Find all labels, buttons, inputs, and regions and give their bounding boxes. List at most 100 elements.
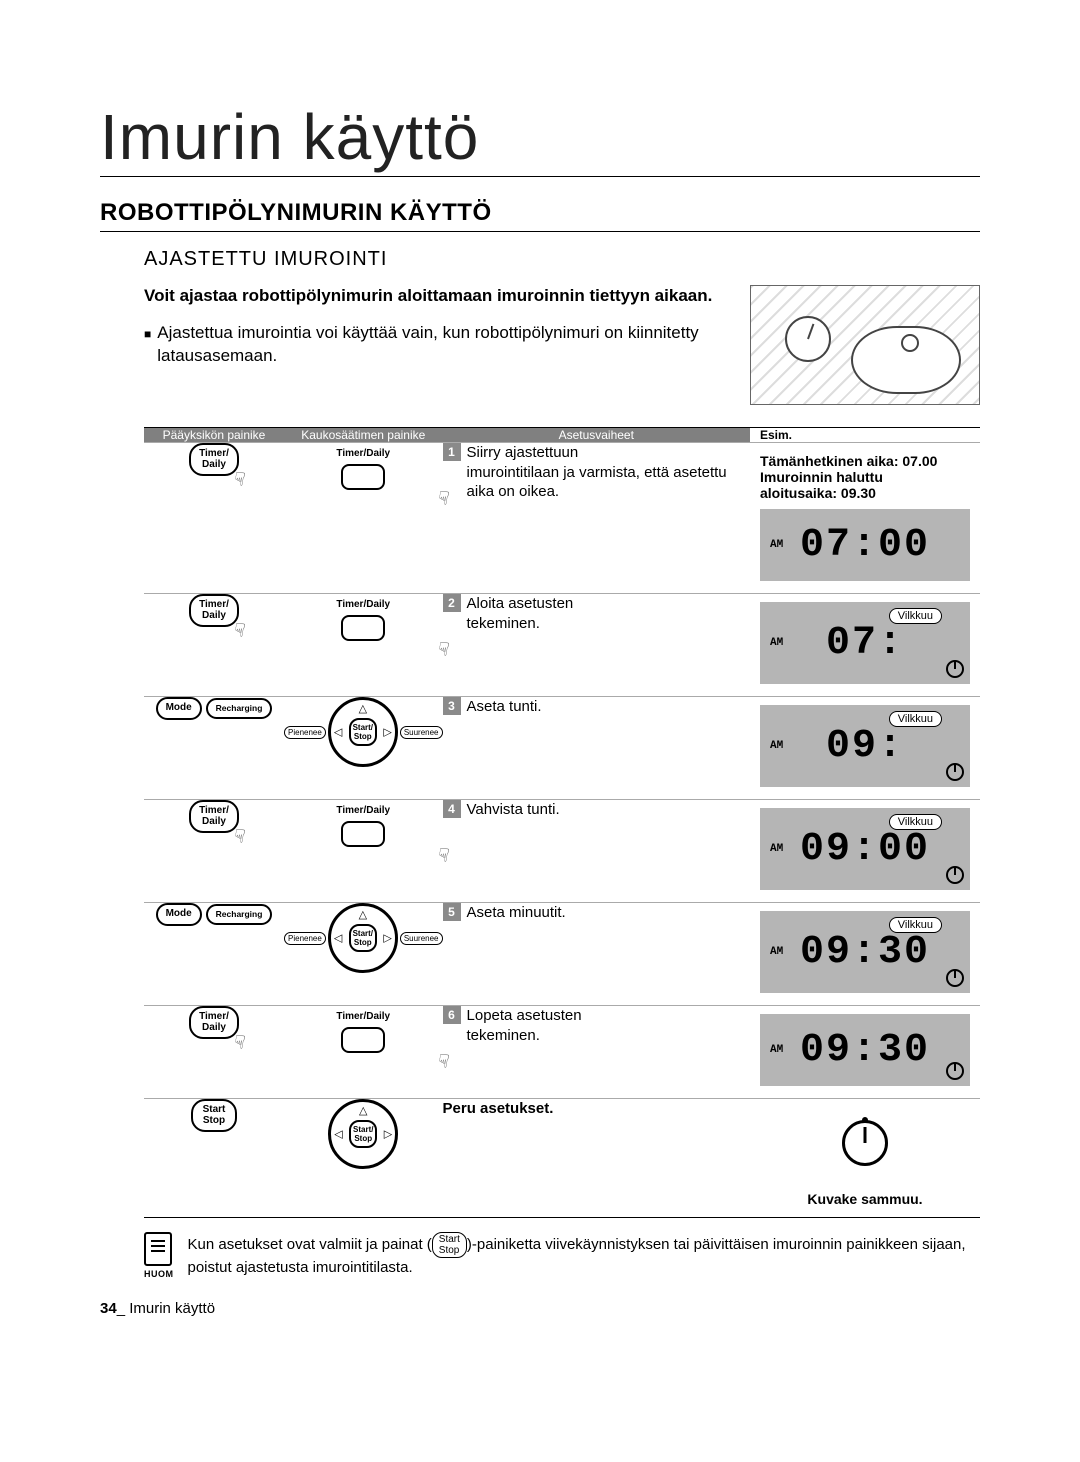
recharging-button: Recharging [206, 904, 273, 925]
remote-button-timer-daily: ☟ [284, 1027, 443, 1058]
note-text: Kun asetukset ovat valmiit ja painat (St… [188, 1232, 981, 1278]
intro-text: Voit ajastaa robottipölynimurin aloittam… [144, 285, 720, 368]
time-value: 09:30 [800, 1028, 930, 1073]
suurenee-label: Suurenee [400, 726, 443, 739]
hand-icon: ☟ [232, 825, 246, 848]
intro-row: Voit ajastaa robottipölynimurin aloittam… [144, 285, 980, 405]
main-button-timer-daily: Timer/ Daily ☟ [189, 800, 239, 833]
section-title: ROBOTTIPÖLYNIMURIN KÄYTTÖ [100, 199, 980, 232]
blink-label: Vilkkuu [889, 917, 942, 933]
button-shape [341, 615, 385, 641]
main-button-pair: Mode Recharging [144, 903, 284, 926]
lcd-display: AM 07:00 [760, 509, 970, 581]
blink-label: Vilkkuu [889, 711, 942, 727]
main-button-timer-daily: Timer/ Daily ☟ [189, 594, 239, 627]
content-block: AJASTETTU IMUROINTI Voit ajastaa robotti… [100, 248, 980, 1280]
table-row: Timer/ Daily ☟ Timer/Daily ☟ 2Aloita ase… [144, 594, 980, 697]
step-number-badge: 5 [443, 903, 461, 921]
step-line: imurointitilaan ja varmista, että asetet… [443, 463, 750, 502]
left-arrow-icon: ◁ [334, 932, 342, 945]
steps-table: Pääyksikön painike Kaukosäätimen painike… [144, 427, 980, 1218]
table-header-row: Pääyksikön painike Kaukosäätimen painike… [144, 428, 980, 443]
step-text: 3 Aseta tunti. [443, 697, 750, 717]
step-number-badge: 1 [443, 443, 461, 461]
hdr-example: Esim. [750, 428, 980, 443]
right-arrow-icon: ▷ [383, 932, 391, 945]
step-number-badge: 3 [443, 697, 461, 715]
clock-icon [842, 1120, 888, 1166]
ampm-label: AM [770, 946, 783, 958]
dpad-center-label: Start/ Stop [349, 1120, 377, 1148]
table-row: Timer/ Daily ☟ Timer/Daily ☟ 1Siirry aja… [144, 443, 980, 594]
time-value: 09:30 [800, 930, 930, 975]
table-row: Timer/ Daily ☟ Timer/Daily ☟ 4Vahvista t… [144, 800, 980, 903]
step-number-badge: 2 [443, 594, 461, 612]
step-number-badge: 6 [443, 1006, 461, 1024]
dpad-icon: △ ◁ ▷ Start/ Stop [328, 1099, 398, 1169]
step-text: 2Aloita asetusten tekeminen. [443, 594, 750, 633]
remote-label: Timer/Daily [336, 599, 390, 610]
button-shape [341, 464, 385, 490]
time-value: 07:00 [800, 523, 930, 568]
lcd-display: Vilkkuu AM 09:30 [760, 911, 970, 993]
step-line: Siirry ajastettuun [467, 443, 579, 463]
remote-label: Timer/Daily [336, 448, 390, 459]
step-line: Peru asetukset. [443, 1099, 554, 1119]
lcd-display: AM 09:30 [760, 1014, 970, 1086]
bullet-icon: ■ [144, 322, 151, 368]
dpad-center-label: Start/ Stop [349, 718, 377, 746]
main-button-timer-daily: Timer/ Daily ☟ [189, 1006, 239, 1039]
step-text: 5Aseta minuutit. [443, 903, 750, 923]
step-line: Lopeta asetusten [467, 1006, 582, 1026]
remote-button-timer-daily: ☟ [284, 821, 443, 852]
time-value: 09: [826, 724, 904, 769]
hand-icon: ☟ [232, 619, 246, 642]
clock-icon [785, 316, 831, 362]
icon-off-display [760, 1107, 970, 1179]
hero-illustration [750, 285, 980, 405]
remote-dpad-group: Pienenee △ ◁ ▷ Start/ Stop Suurenee [284, 697, 443, 767]
page-number: 34 [100, 1300, 117, 1317]
clock-icon [946, 1062, 964, 1080]
example-header: Tämänhetkinen aika: 07.00 Imuroinnin hal… [750, 443, 980, 501]
note-icon-group: HUOM [144, 1232, 174, 1280]
left-arrow-icon: ◁ [334, 1128, 342, 1141]
lcd-display: Vilkkuu AM 07: [760, 602, 970, 684]
up-arrow-icon: △ [359, 908, 367, 921]
table-row: Start Stop △ ◁ ▷ Start/ Stop Peru asetuk… [144, 1099, 980, 1218]
left-arrow-icon: ◁ [334, 726, 342, 739]
clock-icon [946, 763, 964, 781]
intro-bullet-text: Ajastettua imurointia voi käyttää vain, … [157, 322, 720, 368]
pienenee-label: Pienenee [284, 726, 326, 739]
hand-icon: ☟ [232, 468, 246, 491]
button-label: Timer/ Daily [189, 594, 239, 627]
table-row: Mode Recharging Pienenee △ ◁ ▷ Start/ St… [144, 697, 980, 800]
time-value: 07: [826, 621, 904, 666]
main-button-pair: Mode Recharging [144, 697, 284, 720]
intro-bullet: ■ Ajastettua imurointia voi käyttää vain… [144, 322, 720, 368]
hdr-main-unit: Pääyksikön painike [144, 428, 284, 443]
up-arrow-icon: △ [359, 702, 367, 715]
suurenee-label: Suurenee [400, 932, 443, 945]
hand-icon: ☟ [232, 1031, 246, 1054]
example-line: Tämänhetkinen aika: 07.00 [760, 453, 970, 469]
remote-button-timer-daily: ☟ [284, 464, 443, 495]
dpad-center-label: Start/ Stop [349, 924, 377, 952]
lcd-display: Vilkkuu AM 09:00 [760, 808, 970, 890]
pienenee-label: Pienenee [284, 932, 326, 945]
recharging-button: Recharging [206, 698, 273, 719]
blink-label: Vilkkuu [889, 814, 942, 830]
page-title: Imurin käyttö [100, 100, 980, 177]
step-line: Aseta tunti. [467, 697, 542, 717]
lcd-display: Vilkkuu AM 09: [760, 705, 970, 787]
icon-off-label: Kuvake sammuu. [750, 1191, 980, 1217]
sub-section-title: AJASTETTU IMUROINTI [144, 248, 980, 271]
step-text: 4Vahvista tunti. [443, 800, 750, 820]
step-text: 1 Siirry ajastettuun imurointitilaan ja v… [443, 443, 750, 502]
mode-button: Mode [156, 697, 202, 720]
footer-label: Imurin käyttö [129, 1300, 215, 1317]
blink-label: Vilkkuu [889, 608, 942, 624]
clock-icon [946, 866, 964, 884]
hdr-remote: Kaukosäätimen painike [284, 428, 443, 443]
step-line: tekeminen. [443, 614, 750, 634]
